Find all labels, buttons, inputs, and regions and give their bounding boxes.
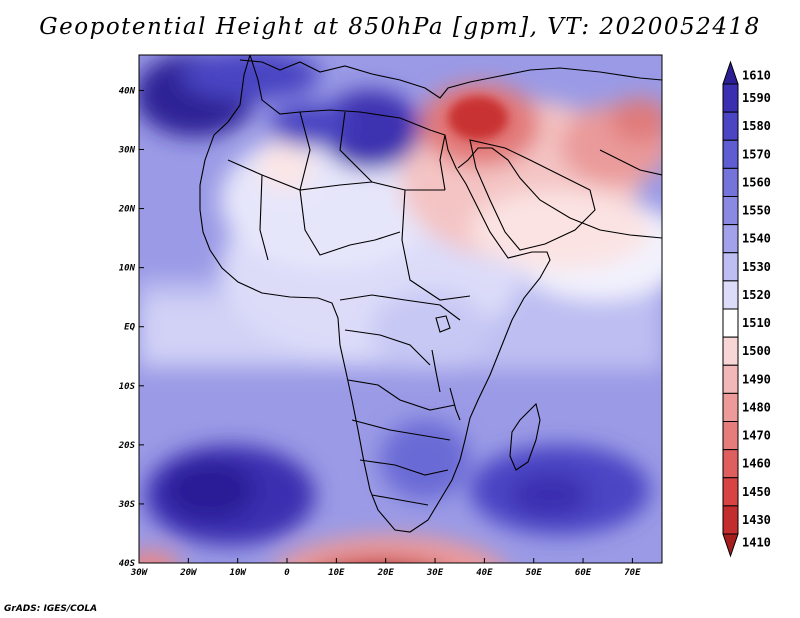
colorbar-swatch — [722, 449, 739, 479]
lat-tick-label: 20S — [118, 441, 136, 451]
lat-tick-label: 10N — [119, 264, 136, 274]
lat-tick-label: 30S — [118, 500, 136, 510]
lon-tick-label: 60E — [575, 568, 592, 578]
colorbar-label: 1550 — [742, 204, 771, 218]
colorbar-label: 1510 — [742, 316, 771, 330]
colorbar-swatch — [722, 196, 739, 226]
longitude-axis: 30W 20W 10W 0 10E 20E 30E 40E 50E 60E 70E — [130, 558, 641, 578]
lat-tick-label: 20N — [118, 205, 136, 215]
colorbar-swatch — [722, 392, 739, 422]
colorbar-swatch — [722, 336, 739, 366]
lat-tick-label: 10S — [119, 382, 136, 392]
colorbar-label: 1530 — [742, 260, 771, 274]
colorbar-label: 1560 — [742, 175, 771, 189]
colorbar-swatch — [722, 364, 739, 394]
colorbar-swatch — [722, 280, 739, 310]
colorbar-label: 1450 — [742, 485, 771, 499]
colorbar-swatch — [722, 224, 739, 254]
colorbar-label: 1500 — [742, 344, 771, 358]
lat-tick-label: 30N — [118, 146, 136, 156]
coastlines — [199, 55, 662, 533]
latitude-axis: 40N 30N 20N 10N EQ 10S 20S 30S 40S — [118, 86, 144, 569]
colorbar-label: 1580 — [742, 119, 771, 133]
colorbar-label: 1540 — [742, 232, 771, 246]
colorbar-swatch — [722, 421, 739, 451]
lon-tick-label: 10W — [230, 568, 248, 578]
map-title: Geopotential Height at 850hPa [gpm], VT:… — [39, 14, 761, 40]
colorbar-swatch — [722, 308, 739, 338]
colorbar-swatch — [722, 83, 739, 113]
plot-frame — [138, 54, 663, 564]
colorbar-swatch — [722, 533, 739, 558]
height-field — [139, 55, 662, 563]
lat-tick-label: EQ — [124, 323, 135, 333]
colorbar-label: 1480 — [742, 400, 771, 414]
colorbar-swatch — [722, 477, 739, 507]
colorbar-label: 1610 — [742, 69, 771, 83]
colorbar-label: 1470 — [742, 429, 771, 443]
lon-tick-label: 0 — [284, 568, 290, 578]
lon-tick-label: 50E — [526, 568, 543, 578]
colorbar-label: 1520 — [742, 288, 771, 302]
lon-tick-label: 70E — [624, 568, 641, 578]
colorbar-label: 1430 — [742, 513, 771, 527]
colorbar-swatch — [722, 505, 739, 535]
colorbar-swatch — [722, 111, 739, 141]
lon-tick-label: 30W — [130, 568, 149, 578]
colorbar-swatch — [722, 60, 739, 85]
colorbar-swatch — [722, 252, 739, 282]
lon-tick-label: 20E — [377, 568, 395, 578]
lon-tick-label: 40E — [476, 568, 493, 578]
colorbar-label: 1590 — [742, 91, 771, 105]
colorbar-label: 1460 — [742, 457, 771, 471]
colorbar-swatch — [722, 167, 739, 197]
colorbar: 1610 1590 1580 1570 1560 1550 1540 1530 1520 1510… — [722, 60, 771, 558]
colorbar-swatch — [722, 139, 739, 169]
colorbar-label: 1410 — [742, 535, 771, 549]
credit-text: GrADS: IGES/COLA — [4, 604, 98, 614]
lon-tick-label: 20W — [179, 568, 198, 578]
lon-tick-label: 30E — [426, 568, 444, 578]
lat-tick-label: 40S — [119, 559, 136, 569]
lon-tick-label: 10E — [328, 568, 345, 578]
colorbar-label: 1490 — [742, 372, 771, 386]
lat-tick-label: 40N — [119, 86, 136, 96]
colorbar-label: 1570 — [742, 147, 771, 161]
